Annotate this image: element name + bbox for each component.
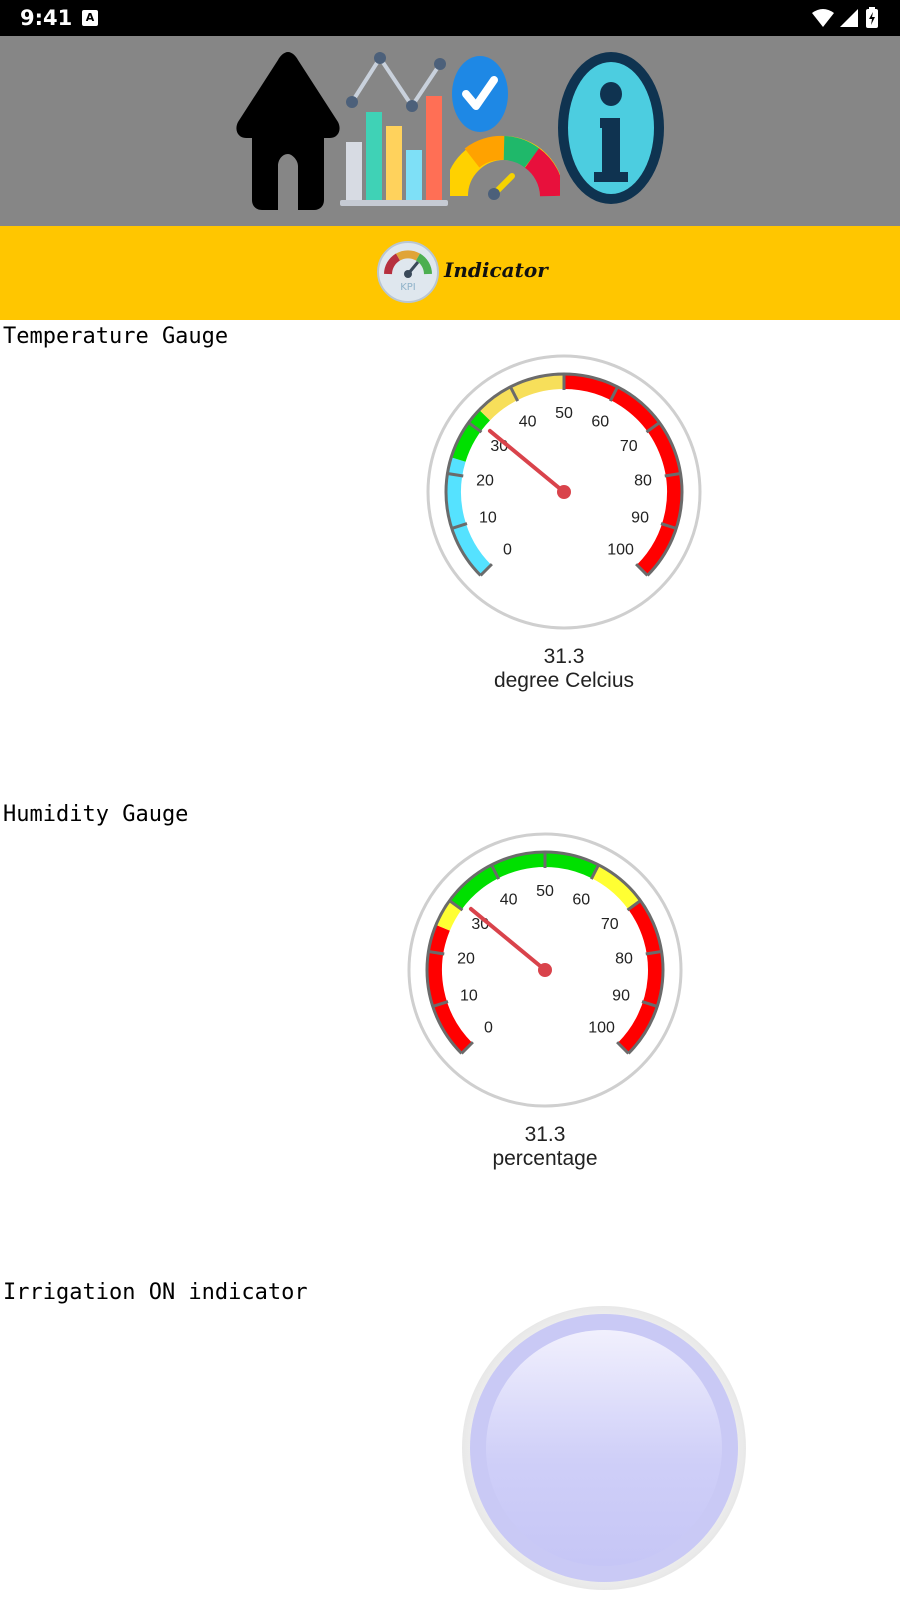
temperature-gauge-tick-label-10: 10: [479, 510, 497, 527]
humidity-gauge-tick-label-70: 70: [601, 916, 619, 933]
irrigation-section-label: Irrigation ON indicator: [3, 1280, 308, 1305]
humidity-gauge-tick-label-50: 50: [536, 883, 554, 900]
humidity-gauge-tick-90: [641, 1000, 658, 1008]
humidity-gauge-tick-label-0: 0: [484, 1020, 493, 1037]
humidity-gauge-tick-30: [448, 899, 464, 912]
humidity-gauge-tick-label-20: 20: [457, 950, 475, 967]
app-title: Indicator: [444, 258, 548, 282]
humidity-gauge-tick-label-100: 100: [588, 1020, 615, 1037]
temperature-gauge-tick-label-60: 60: [591, 414, 609, 431]
temperature-gauge-needle: [487, 428, 566, 494]
cell-signal-icon: [840, 9, 858, 27]
humidity-gauge-tick-10: [432, 1000, 449, 1008]
humidity-gauge-band-4: [617, 901, 662, 1053]
irrigation-indicator-lamp: [462, 1306, 746, 1590]
status-bar: 9:41 A: [0, 0, 900, 36]
temperature-gauge-tick-90: [660, 522, 677, 530]
humidity-gauge-tick-20: [428, 950, 445, 956]
gauge-check-icon[interactable]: [450, 50, 560, 210]
temperature-gauge-tick-80: [664, 472, 681, 478]
temperature-gauge-needle-hub: [557, 485, 571, 499]
humidity-gauge-tick-70: [626, 899, 642, 912]
humidity-gauge-tick-label-10: 10: [460, 988, 478, 1005]
home-icon[interactable]: [232, 50, 344, 212]
temperature-unit: degree Celcius: [493, 669, 635, 692]
temperature-gauge-tick-label-0: 0: [503, 542, 512, 559]
temperature-gauge-tick-40: [509, 386, 520, 402]
status-icons: [812, 7, 878, 28]
temperature-gauge-band-3: [563, 375, 681, 575]
nav-bar: [0, 36, 900, 226]
temperature-gauge-tick-100: [635, 563, 649, 577]
wifi-icon: [812, 9, 834, 27]
humidity-section-label: Humidity Gauge: [3, 802, 189, 827]
humidity-gauge-tick-80: [645, 950, 662, 956]
temperature-gauge-tick-label-40: 40: [519, 414, 537, 431]
temperature-gauge-tick-70: [645, 421, 661, 434]
temperature-gauge-tick-30: [467, 421, 483, 434]
app-logo: KPI Indicator: [376, 240, 548, 306]
humidity-gauge-needle: [468, 906, 547, 972]
temperature-value: 31.3: [543, 645, 585, 668]
temperature-section-label: Temperature Gauge: [3, 324, 229, 349]
humidity-gauge-tick-60: [589, 864, 600, 880]
temperature-gauge-tick-10: [451, 522, 468, 530]
humidity-unit: percentage: [492, 1147, 598, 1170]
humidity-gauge-tick-label-40: 40: [500, 892, 518, 909]
temperature-gauge-tick-label-20: 20: [476, 472, 494, 489]
temperature-gauge-band-1: [452, 410, 491, 462]
kpi-badge-text: KPI: [400, 282, 416, 293]
temperature-gauge-tick-label-80: 80: [634, 472, 652, 489]
temperature-gauge-tick-20: [447, 472, 464, 478]
humidity-gauge-tick-100: [616, 1041, 630, 1055]
humidity-gauge-tick-40: [490, 864, 501, 880]
info-icon[interactable]: [556, 50, 666, 210]
notification-icon: A: [82, 10, 98, 26]
humidity-gauge-band-2: [450, 853, 599, 910]
humidity-gauge-band-0: [428, 925, 473, 1053]
temperature-gauge-tick-label-70: 70: [620, 438, 638, 455]
temperature-gauge-tick-0: [479, 563, 493, 577]
temperature-gauge-tick-label-100: 100: [607, 542, 634, 559]
humidity-gauge-tick-label-60: 60: [572, 892, 590, 909]
humidity-gauge-needle-hub: [538, 963, 552, 977]
humidity-gauge-tick-0: [460, 1041, 474, 1055]
kpi-gauge-icon: KPI: [377, 241, 439, 303]
humidity-gauge-tick-label-80: 80: [615, 950, 633, 967]
temperature-gauge-tick-label-90: 90: [631, 510, 649, 527]
temperature-gauge-band-2: [479, 375, 565, 421]
humidity-gauge-tick-label-90: 90: [612, 988, 630, 1005]
humidity-gauge-band-3: [591, 865, 640, 910]
temperature-gauge-tick-60: [608, 386, 619, 402]
status-time: 9:41: [20, 6, 73, 30]
title-bar: KPI Indicator: [0, 226, 900, 320]
battery-charging-icon: [866, 7, 878, 28]
humidity-value: 31.3: [524, 1123, 566, 1146]
analytics-chart-icon[interactable]: [340, 50, 452, 210]
temperature-gauge-tick-label-50: 50: [555, 405, 573, 422]
